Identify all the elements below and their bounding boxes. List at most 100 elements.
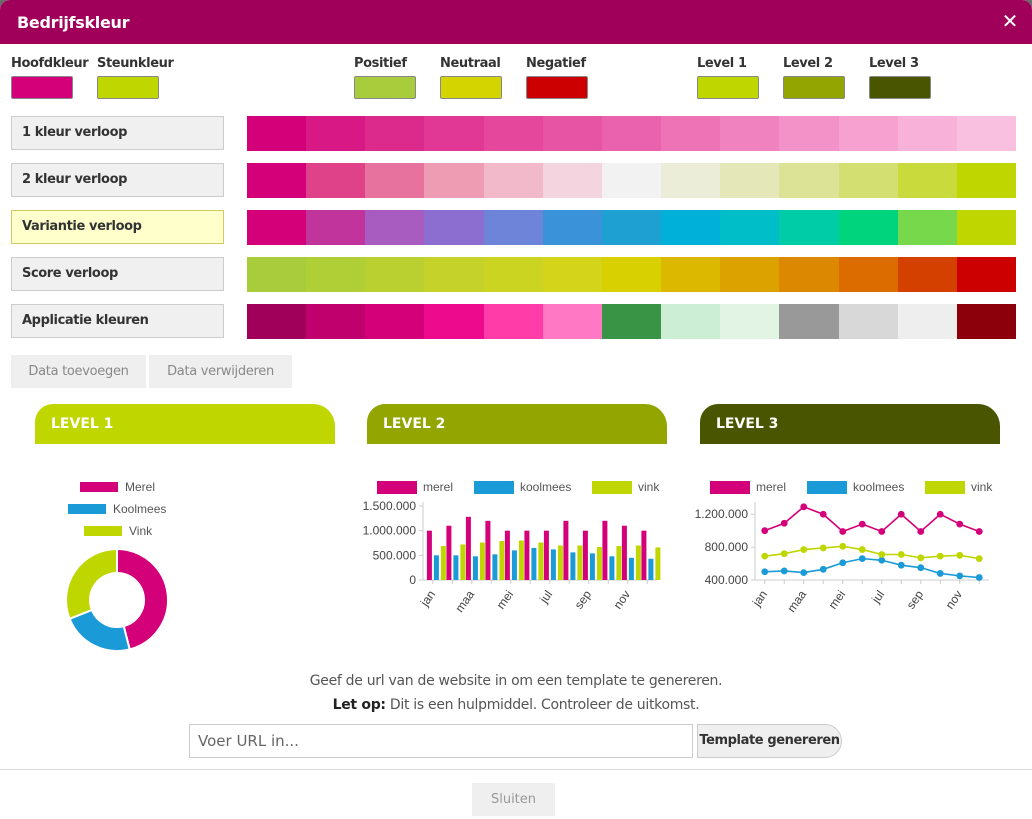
point-koolmees <box>780 567 788 575</box>
gradient-cell <box>779 257 839 292</box>
bar-merel <box>563 520 569 580</box>
bar-koolmees <box>589 553 595 580</box>
bar-vink <box>635 545 641 580</box>
gradient-cell <box>897 257 957 292</box>
gradient-cell <box>661 257 721 292</box>
point-vink <box>897 551 905 558</box>
gradient-row-applicatie-kleuren <box>247 304 1017 339</box>
x-tick-label: maa <box>784 587 809 614</box>
swatch-negatief[interactable] <box>526 76 588 99</box>
bar-vink <box>460 544 466 580</box>
close-icon[interactable]: ✕ <box>1001 11 1019 33</box>
swatch-label-neutraal: Neutraal <box>440 56 501 71</box>
template-genereren-button[interactable]: Template genereren <box>697 724 842 758</box>
legend-label: Koolmees <box>113 502 166 516</box>
legend-swatch <box>377 481 417 494</box>
donut-chart: Merel Koolmees Vink <box>65 480 169 652</box>
gradient-cell <box>306 116 366 151</box>
gradient-cell <box>956 163 1017 198</box>
point-merel <box>936 510 944 518</box>
data-toevoegen-button[interactable]: Data toevoegen <box>11 355 146 388</box>
y-tick-label: 0 <box>409 573 416 587</box>
point-vink <box>975 555 983 563</box>
gradient-cell <box>306 163 366 198</box>
row-button-applicatie-kleuren[interactable]: Applicatie kleuren <box>11 304 224 338</box>
gradient-cell <box>956 304 1017 339</box>
bar-vink <box>518 540 524 580</box>
bar-koolmees <box>453 555 459 580</box>
gradient-cell <box>424 210 484 245</box>
gradient-row-variantie-verloop <box>247 210 1017 245</box>
point-koolmees <box>975 574 983 581</box>
gradient-cell <box>661 163 721 198</box>
gradient-cell <box>956 257 1017 292</box>
point-vink <box>800 546 808 553</box>
y-tick-label: 400.000 <box>705 573 749 587</box>
legend-swatch <box>807 481 847 494</box>
gradient-cell <box>897 210 957 245</box>
legend-label: koolmees <box>520 480 571 494</box>
swatch-level-1[interactable] <box>697 76 759 99</box>
gradient-cell <box>897 116 957 151</box>
point-merel <box>858 520 866 528</box>
swatch-positief[interactable] <box>354 76 416 99</box>
gradient-cell <box>956 210 1017 245</box>
hint-text: Geef de url van de website in om een tem… <box>309 673 723 689</box>
swatch-label-level-1: Level 1 <box>697 56 747 71</box>
x-tick-label: nov <box>611 588 634 612</box>
gradient-cell <box>483 163 543 198</box>
point-koolmees <box>839 559 847 567</box>
point-vink <box>761 552 769 560</box>
legend-swatch <box>474 481 514 494</box>
swatch-label-level-3: Level 3 <box>869 56 919 71</box>
url-input[interactable] <box>189 724 693 758</box>
row-button-variantie-verloop[interactable]: Variantie verloop <box>11 210 224 244</box>
swatch-level-3[interactable] <box>869 76 931 99</box>
swatch-hoofdkleur[interactable] <box>11 76 73 99</box>
gradient-cell <box>247 163 307 198</box>
data-verwijderen-button[interactable]: Data verwijderen <box>149 355 292 388</box>
point-koolmees <box>800 569 808 576</box>
swatch-label-positief: Positief <box>354 56 407 71</box>
gradient-cell <box>601 257 662 292</box>
gradient-cell <box>779 210 839 245</box>
point-merel <box>839 528 847 535</box>
bar-merel <box>582 530 588 580</box>
bar-vink <box>655 547 661 580</box>
point-vink <box>819 544 827 552</box>
swatch-label-steunkleur: Steunkleur <box>97 56 174 71</box>
gradient-cell <box>365 163 425 198</box>
gradient-cell <box>661 210 721 245</box>
swatch-neutraal[interactable] <box>440 76 502 99</box>
bar-koolmees <box>531 547 537 580</box>
gradient-cell <box>601 163 662 198</box>
x-tick-label: sep <box>572 587 595 611</box>
gradient-cell <box>424 304 484 339</box>
hint-warning: Let op: Dit is een hulpmiddel. Controlee… <box>0 697 1032 713</box>
row-button-2-kleur-verloop[interactable]: 2 kleur verloop <box>11 163 224 197</box>
x-tick-label: nov <box>943 588 966 612</box>
bar-koolmees <box>550 549 556 580</box>
swatch-steunkleur[interactable] <box>97 76 159 99</box>
row-button-1-kleur-verloop[interactable]: 1 kleur verloop <box>11 116 224 150</box>
point-merel <box>897 510 905 518</box>
point-vink <box>878 551 886 558</box>
sluiten-button[interactable]: Sluiten <box>472 783 555 816</box>
gradient-cell <box>306 257 366 292</box>
point-merel <box>761 527 769 535</box>
swatch-level-2[interactable] <box>783 76 845 99</box>
x-tick-label: maa <box>452 587 477 614</box>
point-koolmees <box>761 568 769 576</box>
swatch-label-negatief: Negatief <box>526 56 586 71</box>
gradient-cell <box>483 304 543 339</box>
gradient-cell <box>365 210 425 245</box>
gradient-cell <box>365 304 425 339</box>
row-button-score-verloop[interactable]: Score verloop <box>11 257 224 291</box>
x-tick-label: jan <box>749 588 770 610</box>
gradient-cell <box>720 163 780 198</box>
modal-title: Bedrijfskleur <box>17 13 130 32</box>
gradient-cell <box>720 210 780 245</box>
gradient-cell <box>661 116 721 151</box>
bar-koolmees <box>492 554 498 580</box>
